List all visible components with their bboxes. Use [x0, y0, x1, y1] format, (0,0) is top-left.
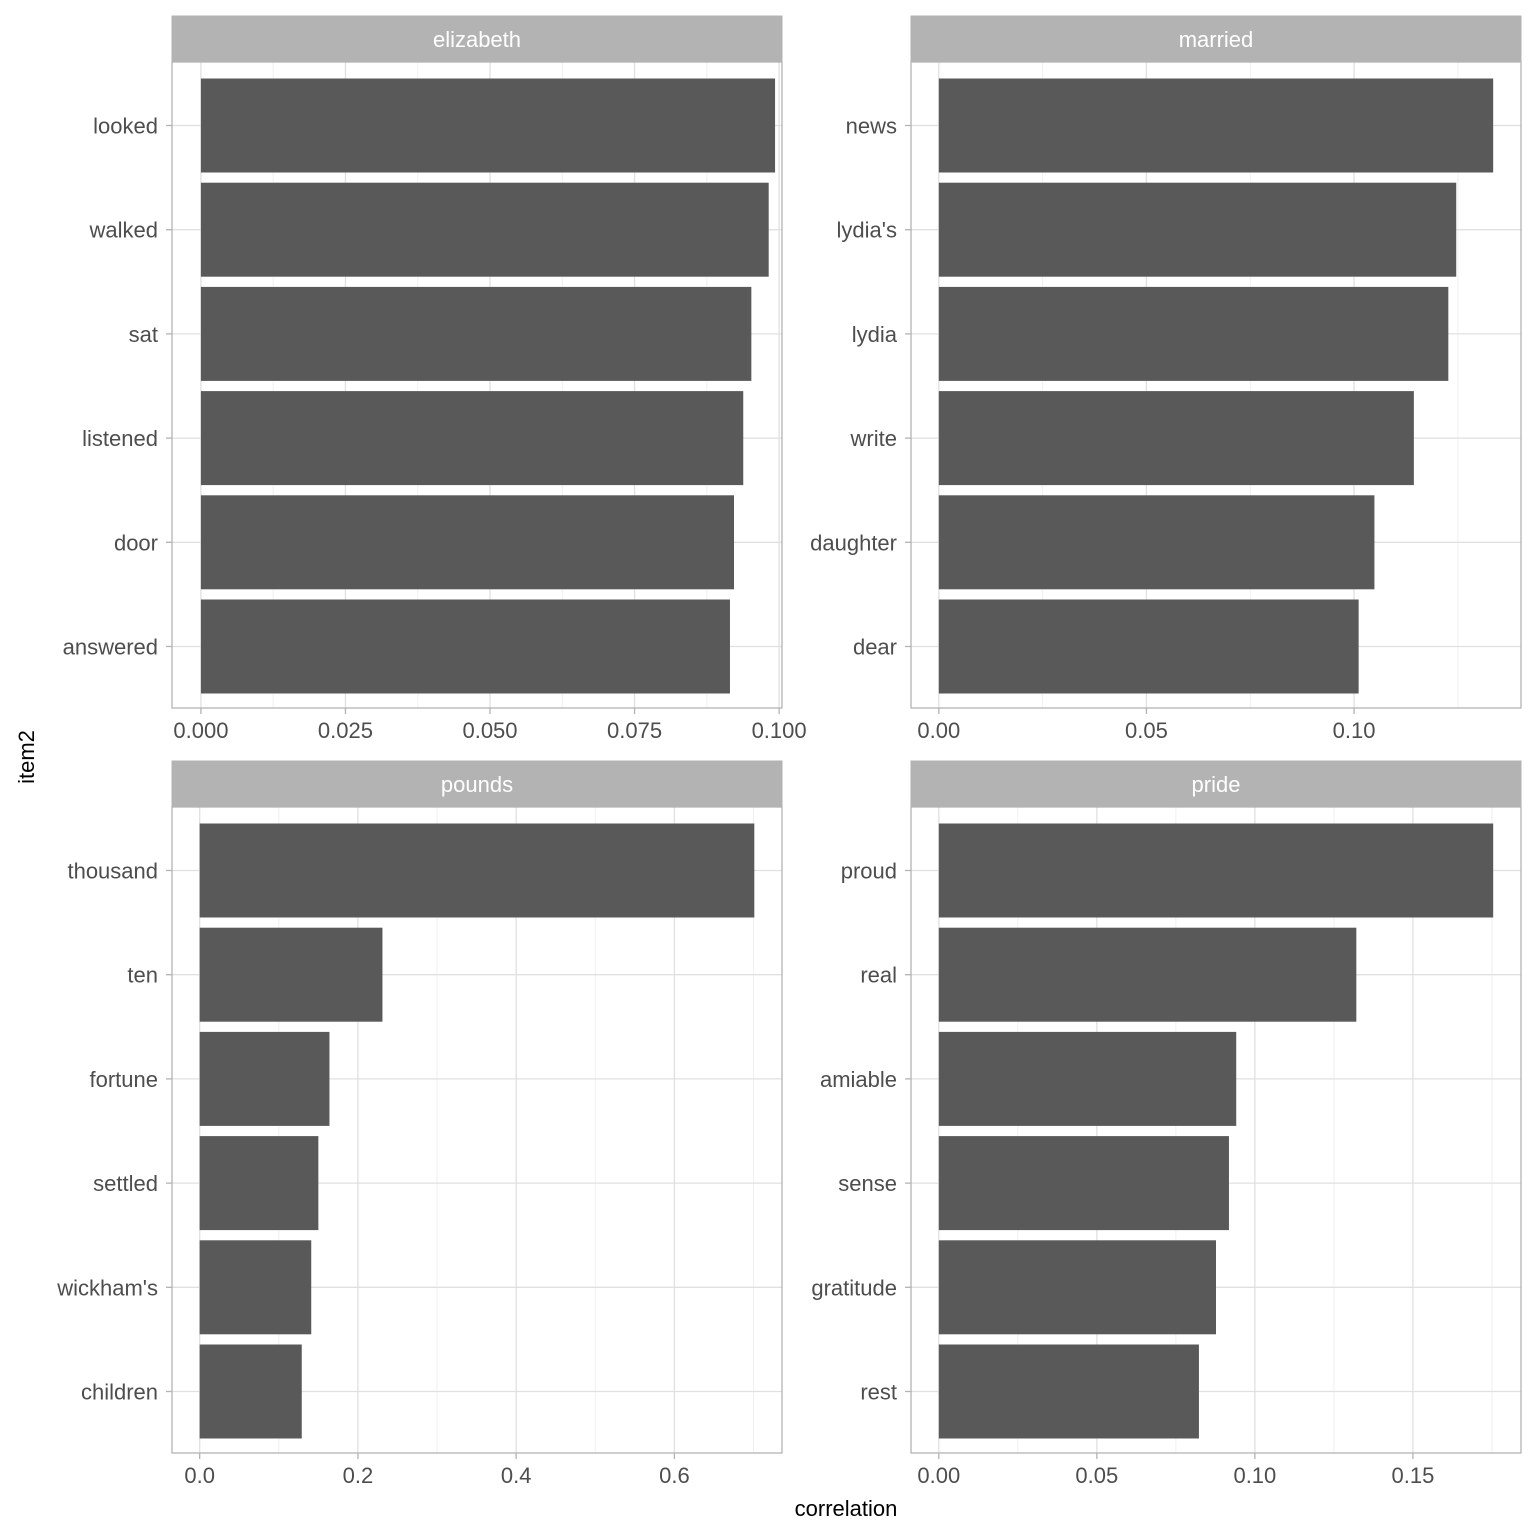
bar-rest: [938, 1344, 1199, 1439]
x-tick-label: 0.000: [173, 718, 228, 743]
y-tick-label: real: [860, 963, 897, 988]
facet-married: married news lydia's lydia write daughter dear…: [810, 15, 1522, 743]
facet-pounds: pounds thousand ten fortune settled wickham's…: [56, 760, 783, 1488]
y-tick-label: door: [114, 530, 158, 555]
bar-walked: [200, 182, 769, 277]
panel-border: [171, 61, 783, 709]
bar-listened: [200, 391, 744, 486]
bar-sense: [938, 1136, 1229, 1231]
y-tick-label: settled: [93, 1171, 158, 1196]
y-tick-label: listened: [82, 426, 158, 451]
facet-strip: [171, 760, 783, 808]
x-axis-title: correlation: [795, 1496, 898, 1521]
y-axis-title: item2: [14, 730, 39, 784]
bar-children: [199, 1344, 302, 1439]
y-tick-label: rest: [860, 1380, 897, 1405]
y-tick-label: sense: [838, 1171, 897, 1196]
x-tick-label: 0.00: [917, 1463, 960, 1488]
x-tick-label: 0.050: [462, 718, 517, 743]
x-tick-label: 0.05: [1125, 718, 1168, 743]
x-tick-label: 0.025: [318, 718, 373, 743]
facet-strip-label: married: [1179, 27, 1254, 52]
x-tick-label: 0.10: [1233, 1463, 1276, 1488]
y-tick-label: write: [850, 426, 897, 451]
x-tick-label: 0.00: [917, 718, 960, 743]
y-tick-label: news: [846, 114, 897, 139]
bar-wickham's: [199, 1240, 312, 1335]
bar-ten: [199, 927, 383, 1022]
x-tick-label: 0.15: [1391, 1463, 1434, 1488]
facet-strip-label: pounds: [441, 772, 513, 797]
y-tick-label: dear: [853, 635, 897, 660]
y-tick-label: fortune: [90, 1067, 159, 1092]
panel-border: [910, 61, 1522, 709]
bar-write: [938, 391, 1414, 486]
y-tick-label: gratitude: [811, 1275, 897, 1300]
facet-strip: [171, 15, 783, 63]
y-tick-label: proud: [841, 859, 897, 884]
y-tick-label: thousand: [67, 859, 158, 884]
x-tick-label: 0.4: [501, 1463, 532, 1488]
bar-settled: [199, 1136, 319, 1231]
bar-lydia's: [938, 182, 1457, 277]
x-tick-label: 0.05: [1075, 1463, 1118, 1488]
y-tick-label: amiable: [820, 1067, 897, 1092]
y-tick-label: answered: [63, 635, 158, 660]
panel-border: [171, 806, 783, 1454]
bar-answered: [200, 599, 730, 694]
x-tick-label: 0.2: [343, 1463, 374, 1488]
y-tick-label: wickham's: [56, 1275, 158, 1300]
y-tick-label: ten: [127, 963, 158, 988]
x-tick-label: 0.6: [659, 1463, 690, 1488]
bar-real: [938, 927, 1357, 1022]
bar-daughter: [938, 495, 1375, 590]
x-tick-label: 0.10: [1333, 718, 1376, 743]
y-tick-label: sat: [129, 322, 158, 347]
bar-thousand: [199, 823, 755, 918]
bar-looked: [200, 78, 776, 173]
y-tick-label: looked: [93, 114, 158, 139]
y-tick-label: walked: [89, 218, 158, 243]
bar-fortune: [199, 1031, 330, 1126]
x-tick-label: 0.075: [607, 718, 662, 743]
bar-sat: [200, 286, 752, 381]
x-tick-label: 0.100: [752, 718, 807, 743]
bar-dear: [938, 599, 1359, 694]
y-tick-label: lydia's: [837, 218, 897, 243]
y-tick-label: lydia: [852, 322, 898, 347]
facet-strip-label: elizabeth: [433, 27, 521, 52]
bar-proud: [938, 823, 1494, 918]
facet-strip-label: pride: [1192, 772, 1241, 797]
panel-border: [910, 806, 1522, 1454]
facet-pride: pride proud real amiable sense gratitude rest 0…: [811, 760, 1522, 1488]
bar-gratitude: [938, 1240, 1216, 1335]
y-tick-label: children: [81, 1380, 158, 1405]
facet-elizabeth: elizabeth looked walked sat listened door answ…: [63, 15, 807, 743]
bar-door: [200, 495, 735, 590]
bar-amiable: [938, 1031, 1237, 1126]
x-tick-label: 0.0: [184, 1463, 215, 1488]
y-tick-label: daughter: [810, 530, 897, 555]
bar-lydia: [938, 286, 1449, 381]
facet-strip: [910, 760, 1522, 808]
facet-panels: elizabeth looked walked sat listened door answ…: [56, 15, 1522, 1488]
bar-news: [938, 78, 1494, 173]
